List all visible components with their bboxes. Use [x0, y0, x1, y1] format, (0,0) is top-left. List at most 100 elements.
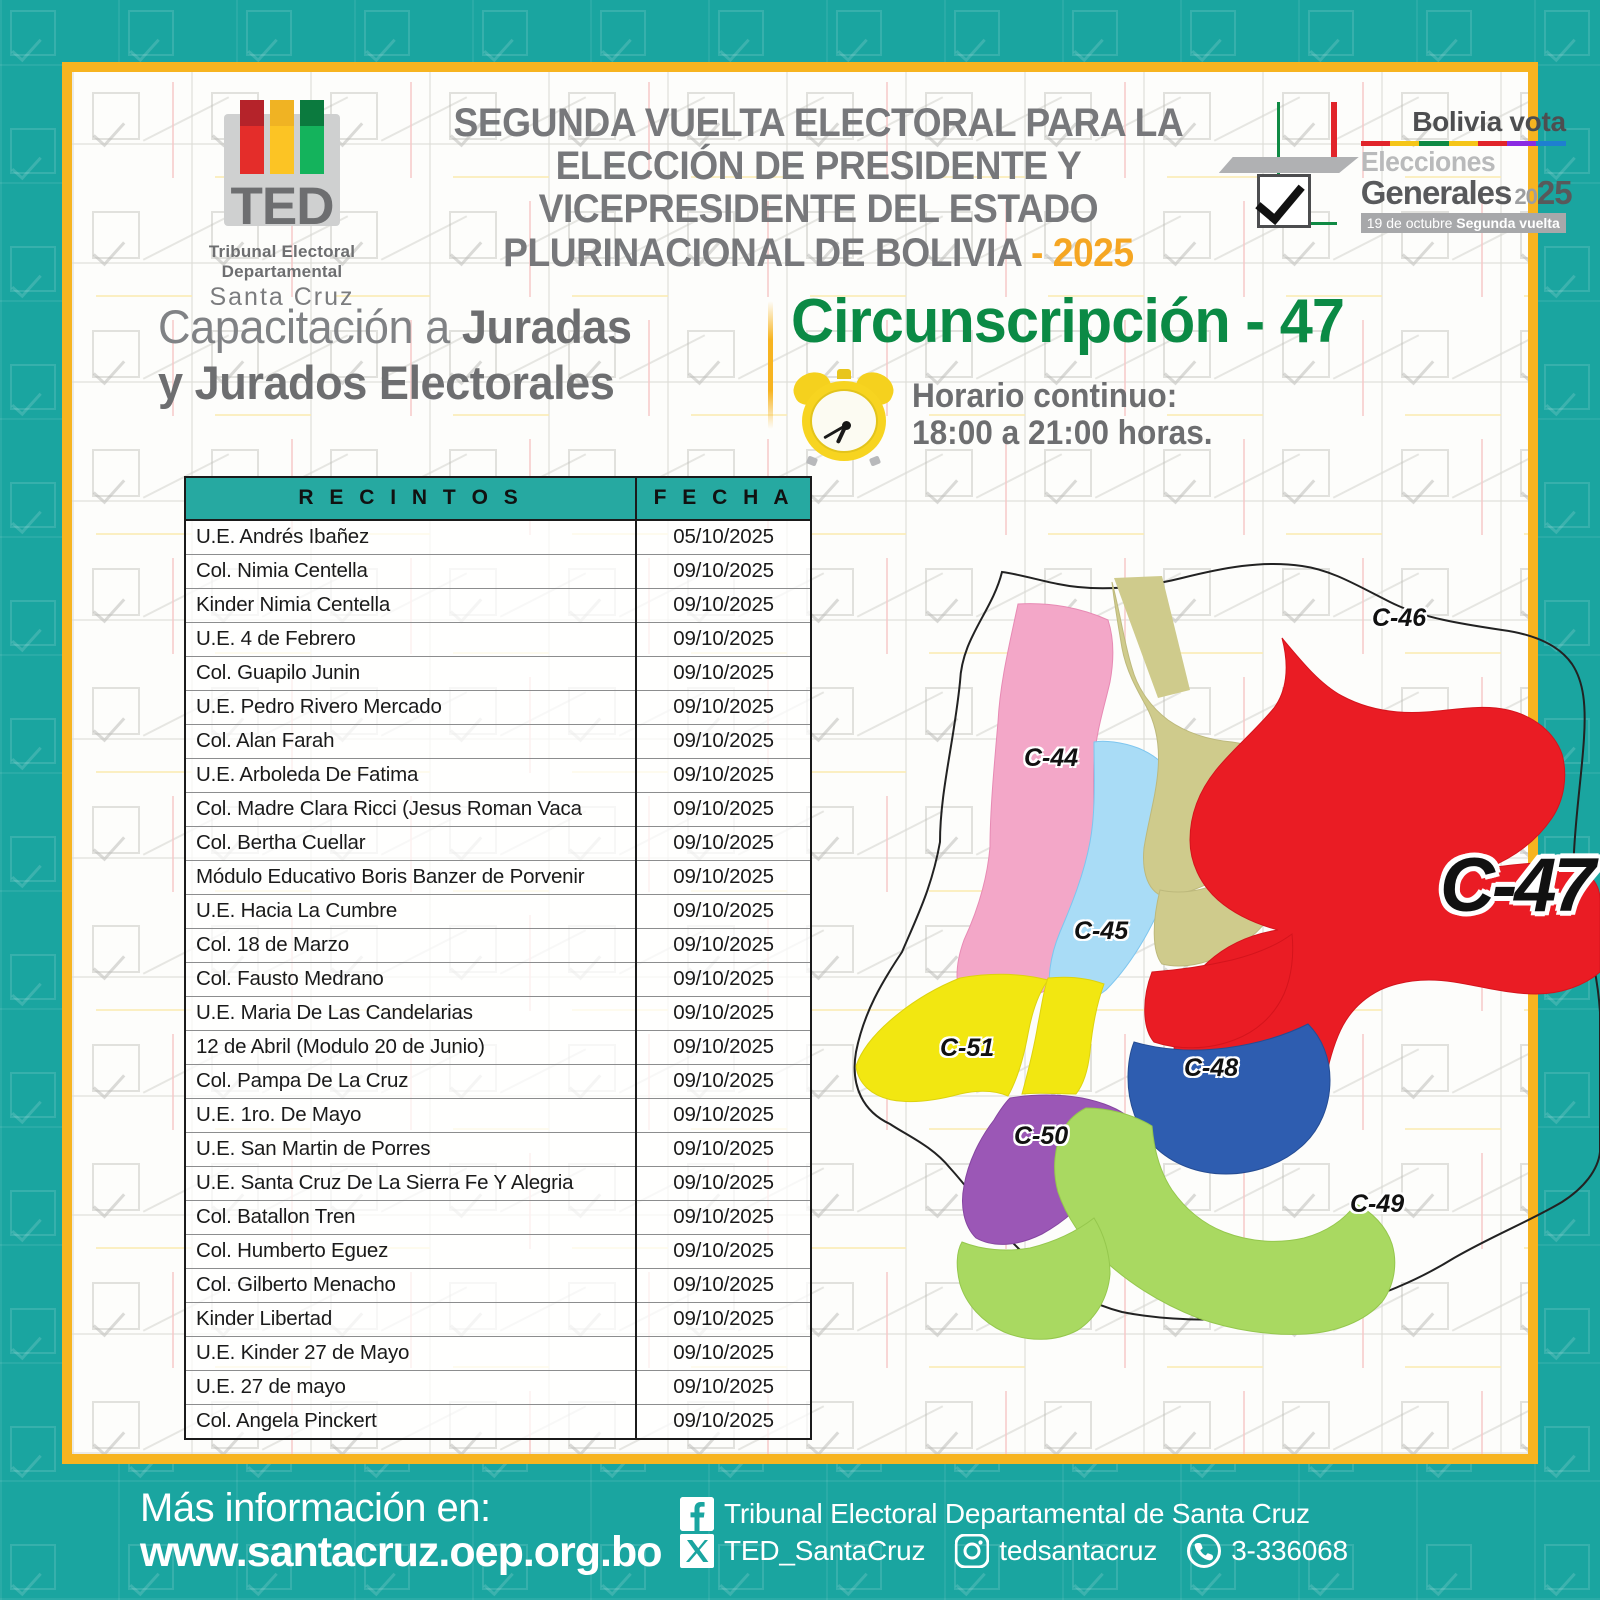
- poster-frame: TED Tribunal Electoral Departamental San…: [62, 62, 1600, 1464]
- background-check-glyph: [718, 10, 764, 56]
- map-svg: [853, 562, 1600, 1340]
- card-check-glyph: [1401, 330, 1449, 378]
- card-yellow-line: [572, 295, 668, 297]
- title-line-2: ELECCIÓN DE PRESIDENTE Y: [555, 144, 1082, 189]
- table-row: U.E. Hacia La Cumbre 09/10/2025: [185, 894, 811, 929]
- background-check-glyph: [1426, 10, 1472, 56]
- card-check-glyph: [925, 687, 973, 735]
- cell-recinto: Módulo Educativo Boris Banzer de Porveni…: [185, 860, 638, 895]
- zone-c51: [855, 973, 1049, 1103]
- background-check-glyph: [1544, 1544, 1590, 1590]
- cell-fecha: 09/10/2025: [636, 1370, 811, 1405]
- instagram-icon[interactable]: [954, 1533, 990, 1568]
- social-row-2[interactable]: TED_SantaCruz tedsantacruz 3-336068: [680, 1533, 1530, 1568]
- card-yellow-line: [453, 176, 549, 178]
- card-check-glyph: [1520, 92, 1528, 140]
- card-yellow-line: [1405, 1128, 1501, 1130]
- cell-fecha: 09/10/2025: [636, 826, 811, 861]
- card-yellow-line: [96, 771, 192, 773]
- ted-acronym: TED: [230, 177, 335, 236]
- card-check-glyph: [1282, 568, 1330, 616]
- card-check-glyph: [687, 92, 735, 140]
- card-check-glyph: [806, 211, 854, 259]
- card-check-glyph: [92, 925, 140, 973]
- card-yellow-line: [810, 1009, 906, 1011]
- background-check-glyph: [128, 10, 174, 56]
- card-check-glyph: [1520, 330, 1528, 378]
- zone-label-c45: C-45: [1074, 917, 1129, 945]
- card-yellow-line: [1405, 176, 1501, 178]
- card-pink-line: [1005, 201, 1007, 297]
- cell-recinto: Col. Fausto Medrano: [185, 962, 638, 997]
- table-row: U.E. 27 de mayo 09/10/2025: [185, 1370, 811, 1405]
- card-check-glyph: [92, 687, 140, 735]
- card-check-glyph: [806, 1401, 854, 1449]
- card-pink-line: [172, 558, 174, 654]
- card-check-glyph: [806, 92, 854, 140]
- card-check-glyph: [1520, 1044, 1528, 1092]
- card-check-glyph: [687, 330, 735, 378]
- zone-label-c49: C-49: [1350, 1190, 1405, 1218]
- cell-fecha: 09/10/2025: [636, 1268, 811, 1303]
- card-pink-line: [172, 1034, 174, 1130]
- background-check-glyph: [1544, 1426, 1590, 1472]
- election-date-strip: 19 de octubre Segunda vuelta: [1360, 212, 1566, 233]
- card-check-glyph: [92, 806, 140, 854]
- website-url[interactable]: www.santacruz.oep.org.bo: [140, 1528, 663, 1577]
- circunscripciones-map: C-46 C-44 C-45 C-51 C-50 C-48 C-49 C-47: [842, 542, 1600, 1342]
- cell-fecha: 09/10/2025: [636, 1336, 811, 1371]
- card-pink-line: [1481, 439, 1483, 535]
- background-check-glyph: [1426, 1544, 1472, 1590]
- card-check-glyph: [1163, 1401, 1211, 1449]
- background-check-glyph: [482, 1544, 528, 1590]
- capacitacion-bold: Juradas: [461, 300, 632, 353]
- card-check-glyph: [1044, 1401, 1092, 1449]
- cell-fecha: 09/10/2025: [636, 758, 811, 793]
- cell-fecha: 09/10/2025: [636, 1064, 811, 1099]
- cell-recinto: Col. Madre Clara Ricci (Jesus Roman Vaca: [185, 792, 638, 827]
- twitter-x-icon[interactable]: [680, 1533, 714, 1568]
- card-check-glyph: [925, 330, 973, 378]
- column-header-fecha: F E C H A: [635, 476, 812, 521]
- instagram-handle[interactable]: tedsantacruz: [999, 1534, 1158, 1566]
- table-row: Col. Fausto Medrano 09/10/2025: [185, 962, 811, 997]
- ted-bar-green: [300, 100, 324, 174]
- card-yellow-line: [96, 1247, 192, 1249]
- year-suffix: 25: [1536, 174, 1573, 211]
- card-pink-line: [1243, 201, 1245, 297]
- circunscripcion-title: Circunscripción - 47: [791, 287, 1345, 356]
- card-check-glyph: [1163, 449, 1211, 497]
- card-check-glyph: [1044, 449, 1092, 497]
- cell-recinto: U.E. San Martin de Porres: [185, 1132, 638, 1167]
- twitter-handle[interactable]: TED_SantaCruz: [724, 1534, 926, 1566]
- zone-label-c44: C-44: [1024, 744, 1079, 772]
- table-row: Col. Humberto Eguez 09/10/2025: [185, 1234, 811, 1269]
- ted-logo-mark: TED: [212, 96, 352, 236]
- card-check-glyph: [568, 211, 616, 259]
- capacitacion-heading: Capacitación a Juradas y Jurados Elector…: [158, 287, 758, 412]
- facebook-handle[interactable]: Tribunal Electoral Departamental de Sant…: [724, 1497, 1310, 1529]
- card-check-glyph: [1520, 211, 1528, 259]
- phone-number: 3-336068: [1231, 1534, 1348, 1566]
- facebook-icon[interactable]: [680, 1496, 714, 1531]
- background-check-glyph: [1190, 1544, 1236, 1590]
- card-pink-line: [648, 82, 650, 178]
- facebook-row[interactable]: Tribunal Electoral Departamental de Sant…: [680, 1496, 1530, 1531]
- card-check-glyph: [1401, 1044, 1449, 1092]
- cell-fecha: 09/10/2025: [636, 622, 811, 657]
- background-check-glyph: [1544, 246, 1590, 292]
- card-check-glyph: [1401, 449, 1449, 497]
- card-yellow-line: [929, 1366, 1025, 1368]
- background-check-glyph: [1544, 128, 1590, 174]
- card-check-glyph: [1520, 449, 1528, 497]
- footer-social-block: Tribunal Electoral Departamental de Sant…: [670, 1494, 1530, 1571]
- card-check-glyph: [687, 211, 735, 259]
- card-check-glyph: [1163, 211, 1211, 259]
- zone-c48: [1127, 1023, 1331, 1175]
- table-row: U.E. Andrés Ibañez 05/10/2025: [185, 520, 811, 555]
- card-pink-line: [1362, 82, 1364, 178]
- cell-recinto: Col. Angela Pinckert: [185, 1404, 638, 1439]
- card-pink-line: [1481, 1391, 1483, 1454]
- card-pink-line: [1124, 82, 1126, 178]
- table-row: U.E. Kinder 27 de Mayo 09/10/2025: [185, 1336, 811, 1371]
